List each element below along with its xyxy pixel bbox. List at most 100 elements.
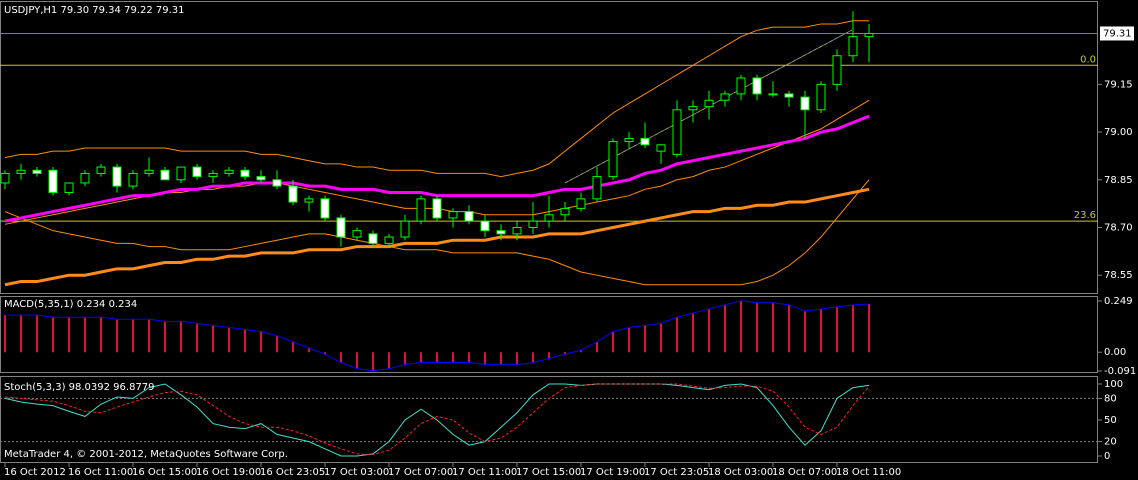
candle-body xyxy=(192,166,202,178)
macd-bar xyxy=(772,302,774,353)
indicator-line xyxy=(4,383,870,457)
candle-body xyxy=(368,233,378,244)
candle-body xyxy=(288,185,298,203)
macd-bar xyxy=(52,317,54,353)
macd-bar xyxy=(532,352,534,363)
y-tick-label: -0.091 xyxy=(1104,366,1136,377)
macd-bar xyxy=(868,304,870,353)
x-tick-label: 18 Oct 11:00 xyxy=(836,467,901,478)
candle-body xyxy=(560,207,570,216)
macd-bar xyxy=(724,304,726,353)
x-tick-label: 18 Oct 07:00 xyxy=(772,467,837,478)
macd-bar xyxy=(516,352,518,365)
macd-bar xyxy=(164,321,166,353)
candle-body xyxy=(688,106,698,111)
candle-body xyxy=(224,169,234,174)
x-tick-label: 18 Oct 03:00 xyxy=(708,467,773,478)
macd-bar xyxy=(836,306,838,353)
candle-body xyxy=(16,169,26,174)
candle-body xyxy=(320,198,330,219)
y-tick-label: 80 xyxy=(1104,393,1117,404)
macd-bar xyxy=(820,308,822,353)
macd-bar xyxy=(308,348,310,353)
macd-bar xyxy=(500,352,502,365)
candle-body xyxy=(336,217,346,238)
candle-body xyxy=(432,198,442,219)
last-price-box xyxy=(1100,26,1134,41)
candle-body xyxy=(176,166,186,181)
macd-bar xyxy=(212,325,214,353)
candle-body xyxy=(704,99,714,108)
macd-bar xyxy=(276,335,278,353)
y-tick-label: 20 xyxy=(1104,437,1117,448)
candle-body xyxy=(112,166,122,187)
macd-bar xyxy=(68,317,70,353)
macd-bar xyxy=(116,319,118,353)
candle-body xyxy=(576,198,586,209)
macd-bar xyxy=(740,300,742,353)
candle-body xyxy=(96,166,106,174)
fib-level-label: 0.0 xyxy=(1080,54,1096,65)
candle-body xyxy=(416,198,426,222)
last-price-label: 79.31 xyxy=(1103,28,1132,39)
candle-body xyxy=(848,36,858,57)
candle-body xyxy=(640,137,650,146)
macd-bar xyxy=(324,352,326,355)
candle-body xyxy=(656,144,666,152)
macd-title: MACD(5,35,1) 0.234 0.234 xyxy=(4,299,137,310)
y-tick-label: 0 xyxy=(1104,451,1110,462)
macd-bar xyxy=(612,331,614,353)
x-tick-label: 17 Oct 11:00 xyxy=(452,467,517,478)
macd-bar xyxy=(132,319,134,353)
candle-body xyxy=(720,93,730,101)
macd-bar xyxy=(228,327,230,353)
macd-bar xyxy=(692,313,694,353)
macd-bar xyxy=(84,317,86,353)
stoch-panel-frame xyxy=(0,376,1098,463)
macd-bar xyxy=(468,352,470,363)
macd-bar xyxy=(420,352,422,363)
fib-level-label: 23.6 xyxy=(1074,210,1096,221)
plot-layer: 78.55 78.70 78.85 79.00 79.15 0.0 23.6 79.31 16 … xyxy=(0,11,1136,478)
macd-bar xyxy=(20,315,22,353)
indicator-line xyxy=(4,179,870,286)
macd-bar xyxy=(180,321,182,353)
macd-bar xyxy=(756,302,758,353)
x-tick-label: 16 Oct 2012 xyxy=(4,467,66,478)
candle-body xyxy=(752,77,762,95)
candle-body xyxy=(608,141,618,178)
candle-body xyxy=(144,169,154,174)
macd-bar xyxy=(4,315,6,353)
macd-bar xyxy=(356,352,358,369)
candle-body xyxy=(32,169,42,174)
x-tick-label: 17 Oct 23:05 xyxy=(644,467,709,478)
macd-bar xyxy=(708,308,710,353)
macd-bar xyxy=(628,327,630,353)
macd-bar xyxy=(804,311,806,353)
candle-body xyxy=(48,169,58,194)
candle-body xyxy=(816,83,826,111)
indicator-line xyxy=(4,187,870,287)
stoch-title: Stoch(5,3,3) 98.0392 96.8779 xyxy=(4,382,155,393)
footer: MetaTrader 4, © 2001-2012, MetaQuotes So… xyxy=(4,449,288,460)
x-tick-label: 16 Oct 15:00 xyxy=(132,467,197,478)
candle-body xyxy=(784,93,794,98)
candle-body xyxy=(624,137,634,143)
y-tick-label: 50 xyxy=(1104,415,1117,426)
candle-body xyxy=(672,109,682,155)
candle-body xyxy=(64,182,74,194)
candle-body xyxy=(272,179,282,187)
macd-bar xyxy=(388,352,390,369)
candle-body xyxy=(0,172,10,184)
candle-body xyxy=(496,230,506,235)
candle-body xyxy=(448,211,458,219)
indicator-line xyxy=(4,20,869,178)
macd-panel-frame xyxy=(0,296,1098,373)
candle-body xyxy=(128,172,138,187)
candle-body xyxy=(256,176,266,181)
indicator-line xyxy=(4,383,870,456)
y-tick-label: 100 xyxy=(1104,379,1123,390)
candle-body xyxy=(384,236,394,244)
candle-body xyxy=(208,172,218,178)
macd-bar xyxy=(548,352,550,359)
